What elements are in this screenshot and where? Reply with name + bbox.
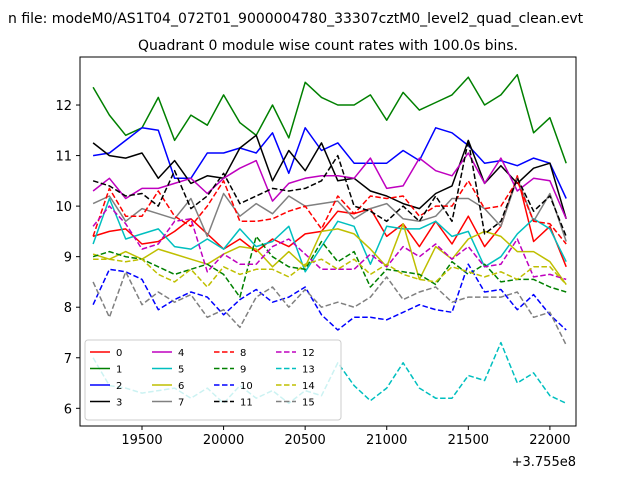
legend-label-8: 8 [240, 348, 246, 359]
series-line-2 [92, 127, 567, 199]
legend-label-1: 1 [116, 365, 122, 376]
legend-label-14: 14 [302, 381, 315, 392]
series-line-7 [92, 177, 567, 242]
y-tick-label: 11 [55, 150, 72, 165]
series-line-14 [93, 258, 567, 288]
legend-label-9: 9 [240, 365, 246, 376]
y-tick-label: 6 [64, 402, 72, 417]
x-tick-label: 22000 [529, 433, 570, 448]
legend-label-11: 11 [240, 398, 253, 409]
y-tick-label: 9 [64, 251, 72, 266]
legend-label-3: 3 [116, 398, 122, 409]
series-line-12 [92, 205, 567, 281]
figure-suptitle: n file: modeM0/AS1T04_072T01_9000004780_… [8, 11, 584, 27]
legend-label-6: 6 [178, 381, 184, 392]
legend-label-12: 12 [302, 348, 315, 359]
series-line-1 [92, 73, 567, 164]
x-tick-label: 21000 [366, 433, 407, 448]
series-layer [92, 73, 567, 405]
x-tick-label: 19500 [121, 433, 162, 448]
legend-label-7: 7 [178, 398, 184, 409]
y-tick-label: 12 [55, 99, 72, 114]
series-line-11 [92, 139, 567, 237]
x-tick-label: 20500 [284, 433, 325, 448]
legend-label-4: 4 [178, 348, 184, 359]
legend-label-15: 15 [302, 398, 315, 409]
series-line-4 [92, 152, 567, 220]
legend-label-5: 5 [178, 365, 184, 376]
series-line-15 [92, 271, 567, 346]
x-axis-offset-text: +3.755e8 [512, 455, 576, 470]
x-tick-label: 21500 [448, 433, 489, 448]
x-tick-label: 20000 [203, 433, 244, 448]
series-line-5 [92, 197, 567, 273]
legend-label-2: 2 [116, 381, 122, 392]
legend-label-0: 0 [116, 348, 122, 359]
legend-label-10: 10 [240, 381, 253, 392]
series-line-0 [92, 175, 567, 268]
legend-box [84, 339, 342, 421]
y-tick-label: 10 [55, 200, 72, 215]
legend-label-13: 13 [302, 365, 315, 376]
series-line-8 [92, 180, 567, 245]
series-line-9 [92, 235, 567, 298]
chart-title: Quadrant 0 module wise count rates with … [138, 38, 518, 54]
y-tick-label: 8 [64, 301, 72, 316]
plot-frame [79, 56, 577, 427]
y-tick-label: 7 [64, 352, 72, 367]
